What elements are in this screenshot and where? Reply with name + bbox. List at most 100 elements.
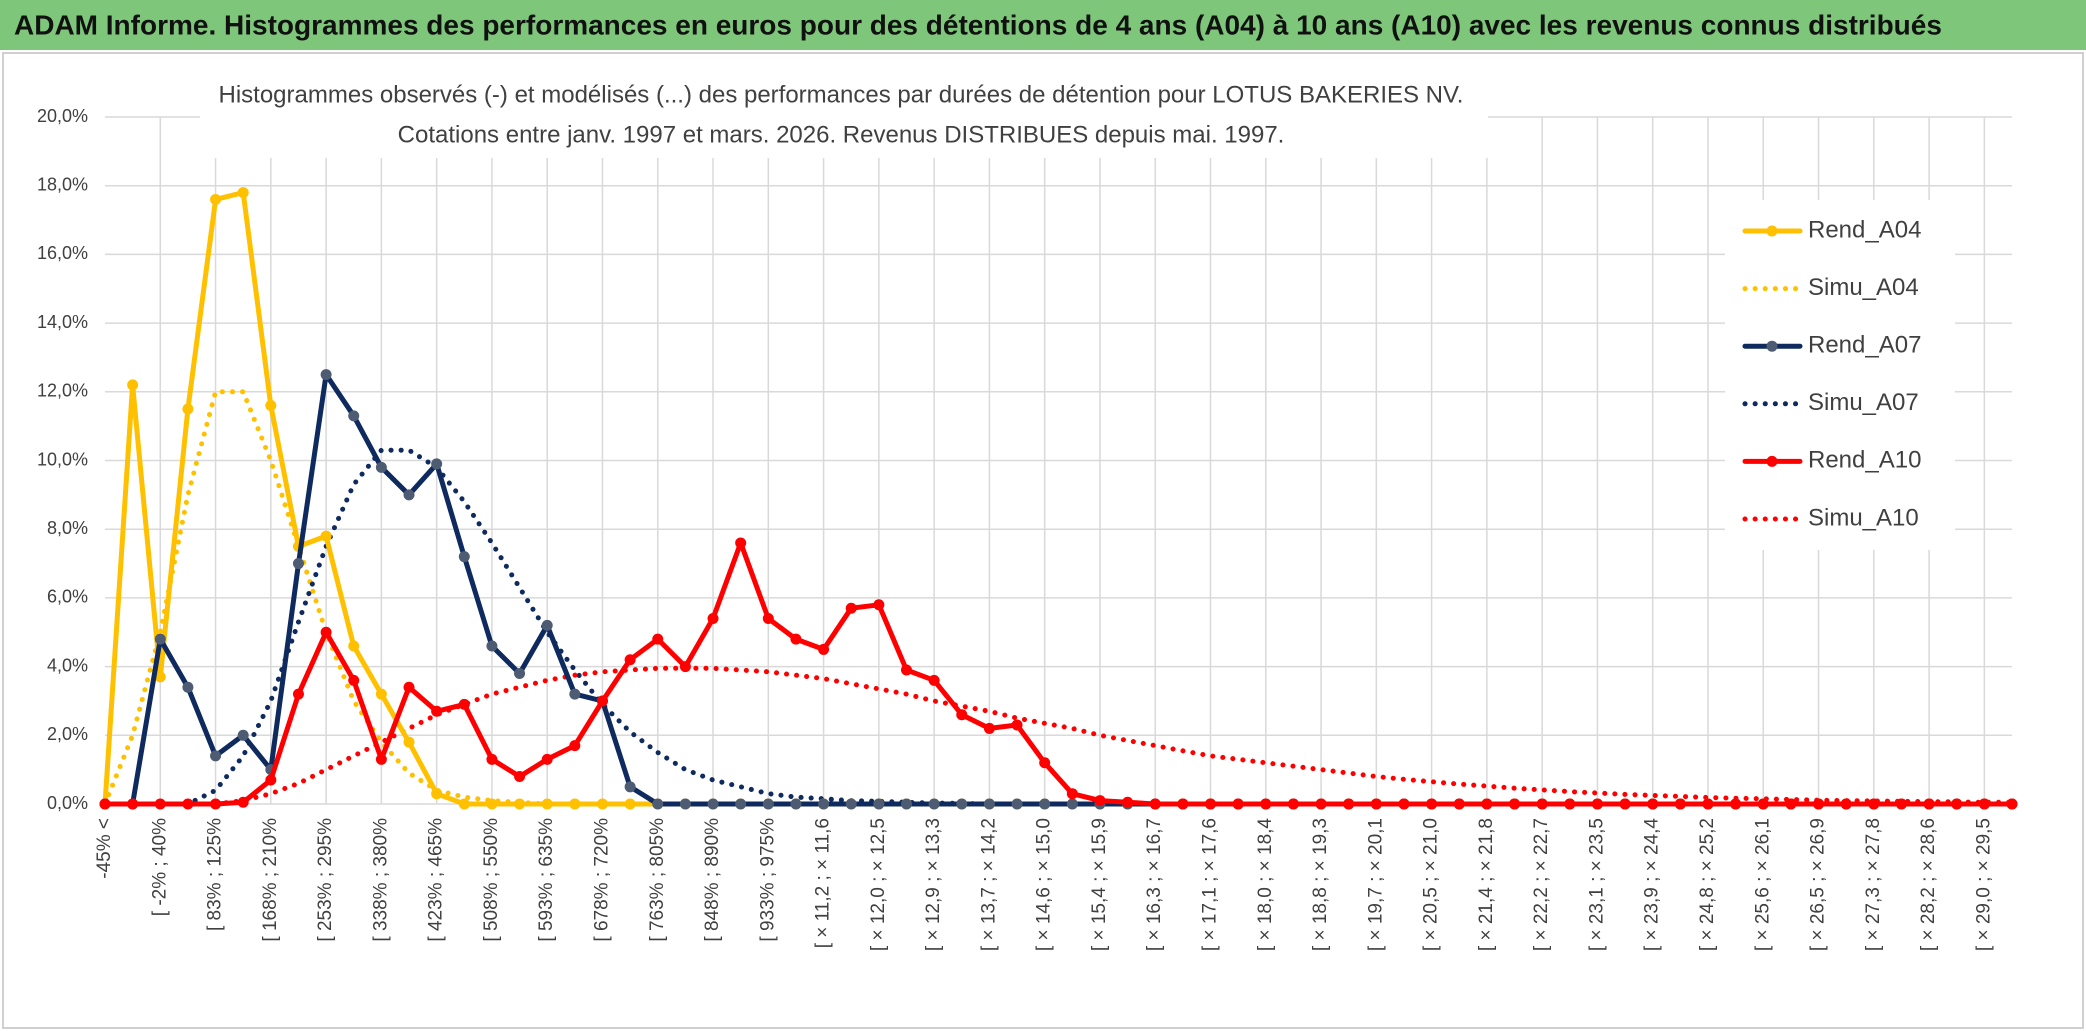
x-tick-label: [ × 13,7 ; × 14,2 <box>978 818 999 951</box>
chart-subtitle: Cotations entre janv. 1997 et mars. 2026… <box>398 121 1285 148</box>
x-tick-label: [ × 17,1 ; × 17,6 <box>1200 818 1221 951</box>
data-point <box>1066 788 1078 800</box>
x-tick-label: [ × 23,9 ; × 24,4 <box>1642 818 1663 952</box>
data-point <box>762 798 774 810</box>
data-point <box>707 613 719 625</box>
data-point <box>2006 798 2018 810</box>
data-point <box>292 688 304 700</box>
data-point <box>652 798 664 810</box>
x-tick-label: [ × 25,6 ; × 26,1 <box>1752 818 1773 951</box>
data-point <box>514 667 526 679</box>
data-point <box>956 709 968 721</box>
data-point <box>210 750 222 762</box>
data-point <box>1287 798 1299 810</box>
x-tick-label: [ × 15,4 ; × 15,9 <box>1089 818 1110 951</box>
x-tick-label: [ × 29,0 ; × 29,5 <box>1973 818 1994 951</box>
x-tick-label: [ 423% ; 465% <box>426 818 447 942</box>
data-point <box>624 798 636 810</box>
data-point <box>1260 798 1272 810</box>
data-point <box>983 798 995 810</box>
data-point <box>818 643 830 655</box>
legend-label: Rend_A04 <box>1808 216 1921 243</box>
y-tick-label: 0,0% <box>47 793 88 813</box>
data-point <box>818 798 830 810</box>
y-tick-label: 8,0% <box>47 518 88 538</box>
legend-label: Simu_A04 <box>1808 274 1919 301</box>
data-point <box>210 193 222 205</box>
data-point <box>624 654 636 666</box>
x-tick-label: [ × 22,2 ; × 22,7 <box>1531 818 1552 951</box>
data-point <box>403 681 415 693</box>
data-point <box>458 798 470 810</box>
data-point <box>1481 798 1493 810</box>
data-point <box>1426 798 1438 810</box>
data-point <box>1039 798 1051 810</box>
data-point <box>292 558 304 570</box>
data-point <box>596 695 608 707</box>
x-tick-label: [ × 26,5 ; × 26,9 <box>1808 818 1829 951</box>
x-tick-label: [ × 12,0 ; × 12,5 <box>868 818 889 951</box>
data-point <box>1757 798 1769 810</box>
data-point <box>431 458 443 470</box>
x-tick-label: [ 763% ; 805% <box>647 818 668 942</box>
data-point <box>707 798 719 810</box>
data-point <box>375 688 387 700</box>
x-tick-label: [ × 23,1 ; × 23,5 <box>1586 818 1607 951</box>
data-point <box>320 530 332 542</box>
data-point <box>679 661 691 673</box>
data-point <box>1536 798 1548 810</box>
data-point <box>431 705 443 717</box>
data-point <box>541 753 553 765</box>
data-point <box>956 798 968 810</box>
data-point <box>1315 798 1327 810</box>
x-tick-label: [ × 11,2 ; × 11,6 <box>813 818 834 948</box>
x-tick-label: [ × 27,3 ; × 27,8 <box>1863 818 1884 951</box>
data-point <box>1066 798 1078 810</box>
data-point <box>210 798 222 810</box>
data-point <box>265 774 277 786</box>
data-line <box>102 540 2015 807</box>
data-point <box>1951 798 1963 810</box>
header-bar <box>0 0 2086 50</box>
y-tick-label: 6,0% <box>47 587 88 607</box>
data-point <box>541 619 553 631</box>
data-point <box>1453 798 1465 810</box>
data-point <box>790 633 802 645</box>
data-point <box>900 798 912 810</box>
data-point <box>790 798 802 810</box>
data-point <box>403 489 415 501</box>
data-point <box>1895 798 1907 810</box>
data-point <box>486 753 498 765</box>
data-point <box>762 613 774 625</box>
y-tick-label: 20,0% <box>37 106 88 126</box>
data-point <box>1094 795 1106 807</box>
x-tick-label: [ × 14,6 ; × 15,0 <box>1034 818 1055 951</box>
data-point <box>541 798 553 810</box>
data-point <box>237 796 249 808</box>
data-point <box>1813 798 1825 810</box>
legend-label: Simu_A07 <box>1808 389 1919 416</box>
title-backdrop <box>200 78 1488 158</box>
legend-label: Rend_A10 <box>1808 447 1921 474</box>
data-point <box>1011 798 1023 810</box>
data-point <box>486 640 498 652</box>
data-point <box>735 537 747 549</box>
data-point <box>403 736 415 748</box>
x-tick-label: [ 168% ; 210% <box>260 818 281 942</box>
data-point <box>1923 798 1935 810</box>
legend-box <box>1725 200 1955 550</box>
x-tick-label: [ × 24,8 ; × 25,2 <box>1697 818 1718 951</box>
data-point <box>1177 798 1189 810</box>
data-point <box>127 379 139 391</box>
x-tick-label: [ 848% ; 890% <box>702 818 723 942</box>
data-point <box>182 681 194 693</box>
data-point <box>514 798 526 810</box>
data-point <box>873 599 885 611</box>
data-point <box>375 753 387 765</box>
data-point <box>154 671 166 683</box>
data-point <box>1702 798 1714 810</box>
y-tick-label: 10,0% <box>37 449 88 469</box>
data-point <box>320 626 332 638</box>
x-tick-label: [ × 18,0 ; × 18,4 <box>1255 818 1276 952</box>
